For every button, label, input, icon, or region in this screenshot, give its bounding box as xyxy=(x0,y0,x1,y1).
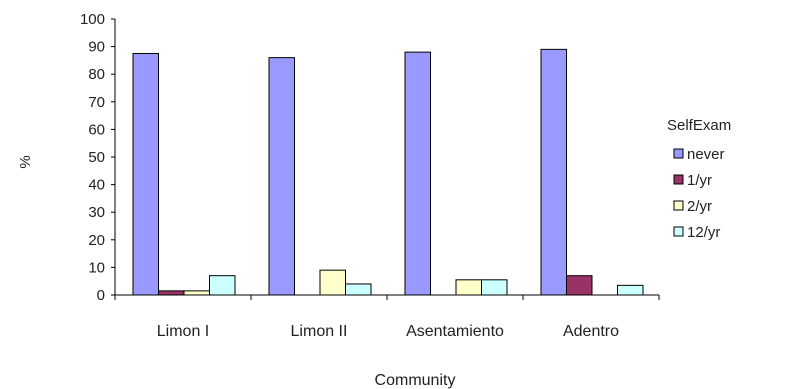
legend-label: 2/yr xyxy=(687,198,712,215)
x-axis-label: Community xyxy=(375,372,456,389)
bar-2-yr xyxy=(455,279,482,296)
x-tick-label: Limon II xyxy=(291,323,348,340)
bar-1-yr xyxy=(158,290,185,296)
y-tick-label: 50 xyxy=(88,149,105,166)
bar-12-yr xyxy=(481,279,508,296)
legend-title: SelfExam xyxy=(667,117,731,134)
legend-swatch xyxy=(673,226,684,237)
y-tick-label: 80 xyxy=(88,66,105,83)
x-tick-label: Adentro xyxy=(563,323,619,340)
bar-2-yr xyxy=(319,269,346,296)
bar-never xyxy=(540,48,567,296)
y-tick-label: 20 xyxy=(88,232,105,249)
bar-never xyxy=(268,57,295,296)
legend-swatch xyxy=(673,148,684,159)
legend-label: 12/yr xyxy=(687,224,720,241)
y-tick-label: 100 xyxy=(80,11,105,28)
y-tick-label: 40 xyxy=(88,177,105,194)
y-tick-label: 60 xyxy=(88,121,105,138)
bar-2-yr xyxy=(183,290,210,296)
y-tick-label: 70 xyxy=(88,94,105,111)
y-tick-label: 10 xyxy=(88,259,105,276)
legend-label: 1/yr xyxy=(687,172,712,189)
y-tick-label: 30 xyxy=(88,204,105,221)
x-tick-label: Limon I xyxy=(157,323,209,340)
legend-swatch xyxy=(673,174,684,185)
x-tick-label: Asentamiento xyxy=(406,323,504,340)
y-axis-label: % xyxy=(17,155,34,168)
bar-12-yr xyxy=(617,284,644,296)
bar-1-yr xyxy=(566,275,593,296)
bar-never xyxy=(132,53,159,296)
legend-swatch xyxy=(673,200,684,211)
bar-never xyxy=(404,51,431,296)
y-tick-label: 90 xyxy=(88,39,105,56)
y-tick-label: 0 xyxy=(97,287,105,304)
bar-12-yr xyxy=(209,275,236,296)
bar-12-yr xyxy=(345,283,372,296)
legend-label: never xyxy=(687,146,725,163)
